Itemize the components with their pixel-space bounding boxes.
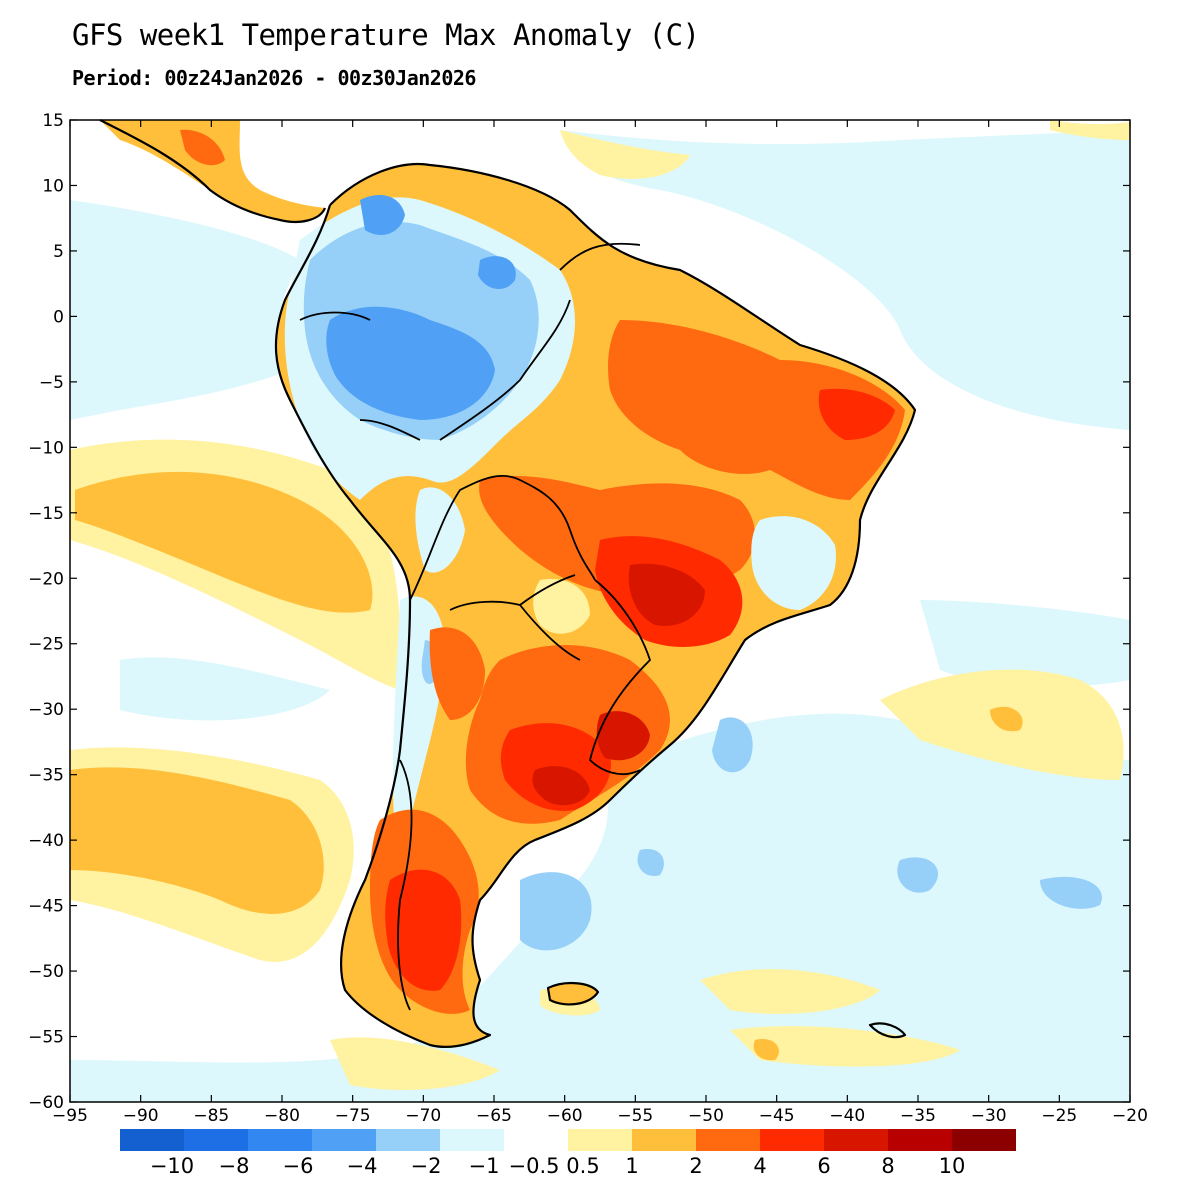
ocean-cool-zones [70, 130, 1130, 1102]
x-tick-label: −70 [405, 1106, 441, 1126]
colorbar-label: 10 [939, 1154, 966, 1178]
hottest-core-regions [532, 563, 705, 806]
y-tick-label: −55 [28, 1028, 64, 1048]
central-america-land [100, 120, 325, 222]
x-tick-label: −40 [829, 1106, 865, 1126]
anomaly-field [70, 120, 1130, 1102]
colorbar-label: 4 [753, 1154, 766, 1178]
y-tick-label: −60 [28, 1093, 64, 1113]
colorbar-label: −0.5 [509, 1154, 560, 1178]
y-tick-label: 10 [42, 176, 64, 196]
colorbar-label: −1 [469, 1154, 500, 1178]
colorbar-label: 8 [881, 1154, 894, 1178]
falklands-islands [548, 983, 598, 1005]
coastlines [99, 119, 917, 1049]
colorbar-label: −8 [219, 1154, 250, 1178]
plot-frame [69, 119, 1131, 1103]
ocean-cold-patches [520, 717, 1102, 951]
x-tick-label: −95 [52, 1106, 88, 1126]
central-mild-spot [533, 579, 590, 634]
chart-subtitle: Period: 00z24Jan2026 - 00z30Jan2026 [72, 66, 476, 90]
y-axis: 15 10 5 0 −5 −10 −15 −20 −25 −30 −35 −40 −45 −50 −55 −6… [28, 111, 1130, 1113]
chart-title: GFS week1 Temperature Max Anomaly (C) [72, 18, 700, 52]
x-tick-label: −35 [900, 1106, 936, 1126]
colorbar-swatch [120, 1129, 184, 1151]
y-tick-label: 15 [42, 111, 64, 131]
x-tick-label: −25 [1041, 1106, 1077, 1126]
colorbar-swatch [248, 1129, 312, 1151]
central-america-hot [180, 129, 225, 166]
x-tick-label: −75 [335, 1106, 371, 1126]
colorbar-label: −4 [347, 1154, 378, 1178]
y-tick-label: −40 [28, 831, 64, 851]
y-tick-label: −5 [39, 373, 64, 393]
y-tick-label: −30 [28, 700, 64, 720]
colorbar-swatch [888, 1129, 952, 1151]
colorbar-swatch [824, 1129, 888, 1151]
x-axis: −95 −90 −85 −80 −75 −70 −65 −60 −55 −50 −45 −40 −35 −… [52, 120, 1148, 1126]
x-tick-label: −80 [264, 1106, 300, 1126]
y-tick-label: −25 [28, 635, 64, 655]
x-tick-label: −60 [547, 1106, 583, 1126]
colorbar-swatch [568, 1129, 632, 1151]
colorbar-label: 2 [689, 1154, 702, 1178]
x-tick-label: −85 [193, 1106, 229, 1126]
x-tick-label: −30 [971, 1106, 1007, 1126]
colorbar: −10 −8 −6 −4 −2 −1 −0.5 0.5 1 2 4 6 8 10 [120, 1129, 1016, 1178]
x-tick-label: −20 [1112, 1106, 1148, 1126]
ne-brazil-pale-spot [751, 516, 836, 610]
colorbar-swatch [632, 1129, 696, 1151]
colorbar-label: −2 [411, 1154, 442, 1178]
y-tick-label: −20 [28, 569, 64, 589]
y-tick-label: 0 [53, 307, 64, 327]
colorbar-swatch [440, 1129, 504, 1151]
colorbar-swatch [760, 1129, 824, 1151]
colorbar-swatch [184, 1129, 248, 1151]
colorbar-label: −10 [150, 1154, 194, 1178]
y-tick-label: 5 [53, 242, 64, 262]
colorbar-swatch [696, 1129, 760, 1151]
x-tick-label: −90 [123, 1106, 159, 1126]
x-tick-label: −65 [476, 1106, 512, 1126]
colorbar-label: 0.5 [566, 1154, 599, 1178]
colorbar-swatch [376, 1129, 440, 1151]
colorbar-swatch [312, 1129, 376, 1151]
x-tick-label: −50 [688, 1106, 724, 1126]
country-borders [299, 242, 651, 1011]
y-tick-label: −10 [28, 438, 64, 458]
colorbar-swatch [952, 1129, 1016, 1151]
x-tick-label: −45 [759, 1106, 795, 1126]
y-tick-label: −35 [28, 766, 64, 786]
colorbar-label: 1 [625, 1154, 638, 1178]
pacific-warm-bands [70, 439, 500, 1090]
x-tick-label: −55 [617, 1106, 653, 1126]
colorbar-label: 6 [817, 1154, 830, 1178]
amazon-cool-region [284, 195, 575, 573]
atlantic-warm-patches [540, 120, 1130, 1067]
y-tick-label: −15 [28, 504, 64, 524]
colorbar-label: −6 [283, 1154, 314, 1178]
y-tick-label: −45 [28, 897, 64, 917]
y-tick-label: −50 [28, 962, 64, 982]
